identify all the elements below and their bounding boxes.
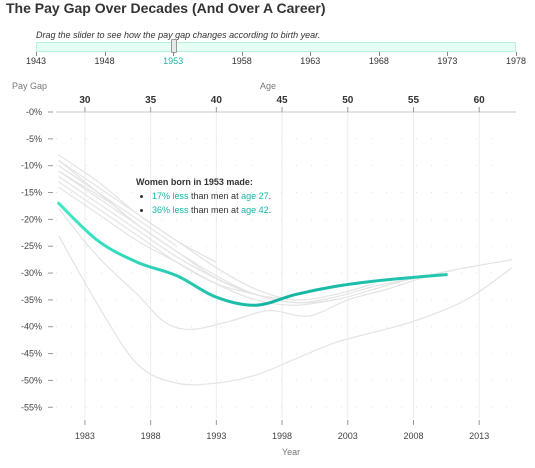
y-tick-label: -50% bbox=[21, 375, 42, 385]
slider-tick-mark bbox=[516, 52, 517, 56]
y-tick-label: -10% bbox=[21, 161, 42, 171]
age-tick-label-55: 55 bbox=[408, 95, 420, 106]
background-series-line-1 bbox=[58, 235, 513, 386]
slider-tick-mark bbox=[173, 52, 175, 56]
y-tick-label: -30% bbox=[21, 268, 42, 278]
x-tick-label-2003: 2003 bbox=[338, 431, 358, 441]
slider-tick-1958[interactable]: 1958 bbox=[231, 56, 252, 66]
y-tick-label: -25% bbox=[21, 241, 42, 251]
annotation-line-2: 36% less than men at age 42. bbox=[152, 203, 271, 217]
background-series-line-12 bbox=[58, 170, 112, 204]
slider-tick-labels: 1943 1948 1953 1958 1963 1968 1973 1978 bbox=[0, 52, 535, 68]
age-tick-label-60: 60 bbox=[474, 95, 486, 106]
y-tick-label: -55% bbox=[21, 402, 42, 412]
annotation-mid-1: than men at bbox=[188, 191, 242, 201]
x-tick-label-2008: 2008 bbox=[403, 431, 423, 441]
y-tick-label: -15% bbox=[21, 188, 42, 198]
chart-title: The Pay Gap Over Decades (And Over A Car… bbox=[6, 0, 326, 16]
slider-tick-1973[interactable]: 1973 bbox=[437, 56, 458, 66]
slider-tick-mark bbox=[104, 52, 106, 56]
x-tick-label-2013: 2013 bbox=[469, 431, 489, 441]
slider-tick-mark bbox=[36, 52, 37, 56]
slider-tick-1948[interactable]: 1948 bbox=[94, 56, 115, 66]
background-series-line-9 bbox=[58, 159, 217, 263]
annotation-value-1: 17% less bbox=[152, 191, 189, 201]
birth-year-slider-track[interactable] bbox=[36, 42, 516, 52]
x-axis-title: Year bbox=[282, 447, 300, 457]
background-series-line-5 bbox=[58, 154, 375, 301]
slider-tick-1978[interactable]: 1978 bbox=[505, 56, 527, 66]
age-tick-label-45: 45 bbox=[276, 95, 288, 106]
age-tick-label-40: 40 bbox=[211, 95, 223, 106]
slider-tick-1953[interactable]: 1953 bbox=[163, 56, 184, 66]
slider-instruction: Drag the slider to see how the pay gap c… bbox=[36, 30, 321, 40]
slider-tick-1968[interactable]: 1968 bbox=[368, 56, 389, 66]
age-tick-label-50: 50 bbox=[342, 95, 354, 106]
slider-tick-mark bbox=[447, 52, 449, 56]
y-tick-label: -40% bbox=[21, 322, 42, 332]
slider-tick-1943[interactable]: 1943 bbox=[25, 56, 47, 66]
background-series-line-2 bbox=[58, 208, 513, 331]
x-tick-label-1983: 1983 bbox=[75, 431, 95, 441]
annotation-line-1: 17% less than men at age 27. bbox=[152, 189, 271, 203]
slider-tick-mark bbox=[241, 52, 243, 56]
y-tick-label: -20% bbox=[21, 214, 42, 224]
y-tick-label: -5% bbox=[26, 134, 42, 144]
slider-tick-1963[interactable]: 1963 bbox=[300, 56, 321, 66]
y-tick-label: -35% bbox=[21, 295, 42, 305]
y-axis-title: Pay Gap bbox=[12, 81, 47, 91]
annotation-end-1: . bbox=[268, 191, 272, 201]
background-series-line-11 bbox=[58, 159, 138, 226]
x-tick-label-1993: 1993 bbox=[206, 431, 226, 441]
annotation-age-1: age 27 bbox=[241, 191, 269, 201]
background-series-line-10 bbox=[58, 165, 178, 247]
slider-tick-mark bbox=[378, 52, 380, 56]
annotation-heading: Women born in 1953 made: bbox=[136, 177, 253, 187]
annotation-age-2: age 42 bbox=[241, 205, 269, 215]
annotation-box: Women born in 1953 made: 17% less than m… bbox=[136, 175, 271, 217]
highlight-series-line bbox=[57, 201, 448, 307]
background-series-line-8 bbox=[58, 181, 256, 296]
age-tick-label-35: 35 bbox=[145, 95, 157, 106]
y-tick-label: -45% bbox=[21, 349, 42, 359]
annotation-mid-2: than men at bbox=[188, 205, 242, 215]
age-axis-title: Age bbox=[260, 81, 276, 91]
x-tick-label-1988: 1988 bbox=[141, 431, 161, 441]
x-tick-label-1998: 1998 bbox=[272, 431, 292, 441]
y-tick-label: -0% bbox=[26, 107, 42, 117]
age-tick-label-30: 30 bbox=[79, 95, 91, 106]
annotation-value-2: 36% less bbox=[152, 205, 189, 215]
annotation-end-2: . bbox=[268, 205, 272, 215]
slider-tick-mark bbox=[310, 52, 312, 56]
